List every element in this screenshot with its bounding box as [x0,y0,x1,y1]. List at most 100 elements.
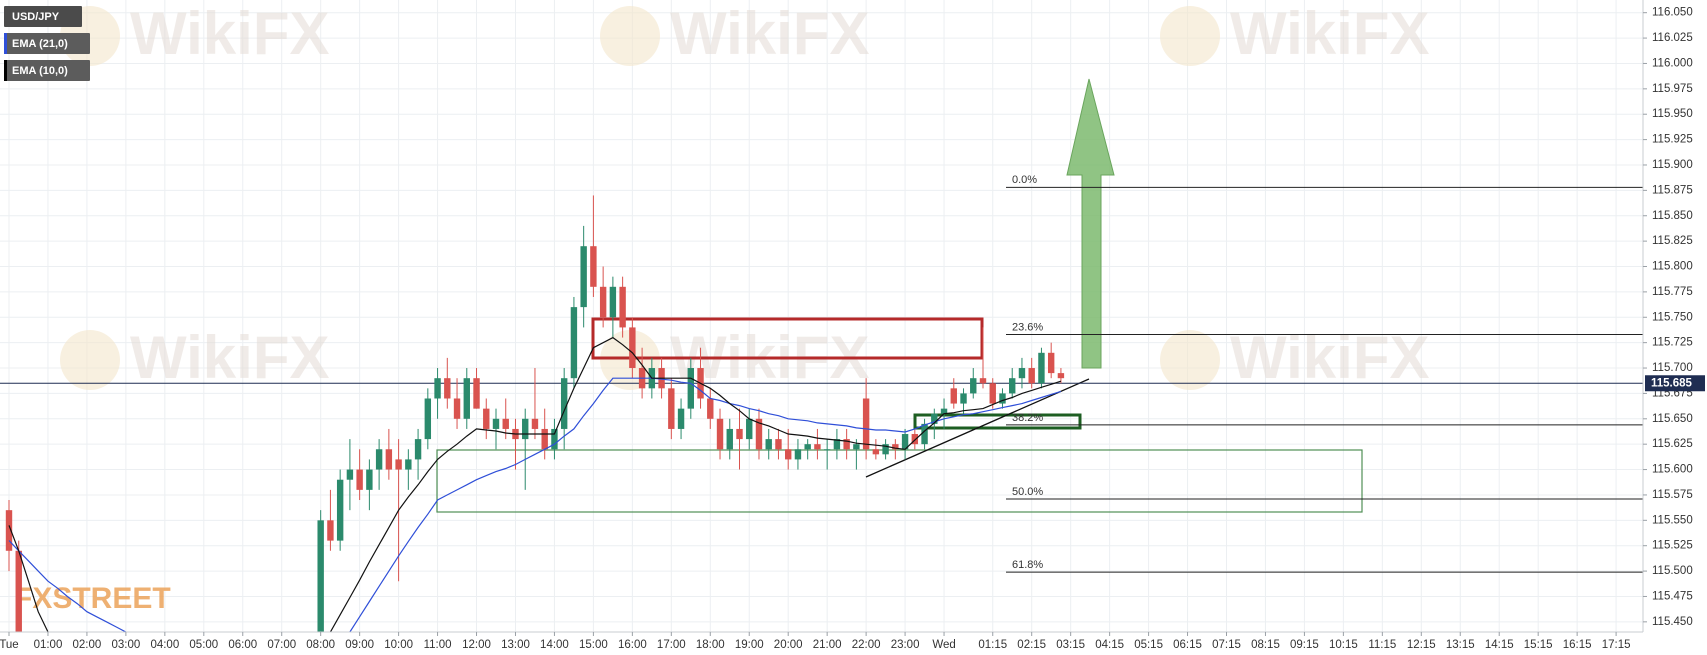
candle-body [405,459,412,470]
y-tick-label: 115.625 [1652,438,1693,450]
up-arrow [1066,78,1115,369]
candle-body [336,479,344,541]
x-tick-label: 05:15 [1134,639,1163,651]
x-tick-label: 21:00 [813,639,842,651]
x-tick-label: 07:00 [267,639,296,651]
x-tick-label: 03:15 [1056,639,1085,651]
candle-body [707,398,714,419]
x-tick-label: 15:00 [579,639,608,651]
fib-label: 61.8% [1012,559,1043,571]
candle-body [1028,368,1035,384]
annotations [436,78,1363,513]
y-tick-label: 115.800 [1652,261,1693,273]
y-tick-label: 115.950 [1652,108,1693,120]
candle-body [921,423,928,445]
last-price-label: 115.685 [1651,377,1693,389]
x-tick-label: 06:00 [228,639,257,651]
candle-body [775,439,782,450]
candle-body [599,286,607,318]
x-tick-label: 15:15 [1524,639,1553,651]
y-tick-label: 116.050 [1652,7,1693,19]
candle-body [833,439,841,450]
breakout-zone [913,413,1082,430]
x-tick-label: Wed [932,639,955,651]
y-tick-label: 115.775 [1652,286,1693,298]
legend: USD/JPY EMA (21,0) EMA (10,0) [4,6,90,81]
candle-body [502,418,509,429]
candle-body [619,286,626,328]
candle-body [453,398,461,419]
legend-label: EMA (10,0) [12,65,68,77]
x-tick-label: 16:00 [618,639,647,651]
x-tick-label: 18:00 [696,639,725,651]
candle-body [940,408,948,414]
x-tick-label: 01:00 [34,639,63,651]
x-tick-label: 08:00 [306,639,335,651]
y-tick-label: 115.825 [1652,235,1693,247]
candle-body [327,520,334,541]
x-tick-label: 13:00 [501,639,530,651]
candle-body [5,510,13,551]
x-tick-label: 03:00 [111,639,140,651]
candle-body [444,378,451,399]
x-tick-label: 01:15 [978,639,1007,651]
x-tick-label: 17:00 [657,639,686,651]
candle-body [531,418,539,429]
x-tick-label: 05:00 [189,639,218,651]
candle-body [560,378,568,429]
watermark: WikiFX [130,0,329,67]
candle-body [843,439,850,450]
candle-body [755,418,763,450]
x-tick-label: 17:15 [1602,639,1631,651]
candle-body [911,434,919,445]
candle-body [765,439,772,450]
x-tick-label: 04:15 [1095,639,1124,651]
candle-body [882,444,889,455]
candle-body [1018,368,1026,379]
y-tick-label: 115.850 [1652,210,1693,222]
candle-body [872,449,880,455]
x-tick-label: 08:15 [1251,639,1280,651]
y-tick-label: 115.700 [1652,362,1693,374]
candle-body [950,388,957,404]
candle-body [794,449,802,460]
fib-label: 50.0% [1012,486,1043,498]
ema-line [8,377,1062,632]
candle-body [814,444,821,450]
watermark: WikiFX [130,324,329,391]
y-tick-label: 115.650 [1652,413,1693,425]
candle-body [15,550,22,632]
candle-body [483,408,490,429]
x-tick-label: 13:15 [1446,639,1475,651]
candle-body [726,428,733,450]
y-tick-label: 115.975 [1652,83,1693,95]
candle-body [414,439,422,460]
y-tick-label: 115.550 [1652,514,1693,526]
legend-label: USD/JPY [12,11,60,23]
x-tick-label: 16:15 [1563,639,1592,651]
candle-body [346,469,354,480]
x-tick-label: Tue [0,639,19,651]
y-tick-label: 115.900 [1652,159,1693,171]
y-tick-label: 115.575 [1652,489,1693,501]
candle-body [522,418,529,440]
candle-body [580,246,587,308]
x-tick-label: 12:15 [1407,639,1436,651]
candle-body [1009,378,1016,394]
y-tick-label: 116.025 [1652,32,1693,44]
x-tick-label: 10:15 [1329,639,1358,651]
candle-body [989,383,996,404]
axes: 115.450 115.475 115.500 115.525 115.550 115.5… [0,7,1705,651]
x-tick-label: 11:15 [1368,639,1396,651]
y-tick-label: 115.875 [1652,184,1693,196]
candle-body [979,378,987,384]
x-tick-label: 02:15 [1017,639,1046,651]
candle-body [862,398,870,450]
x-tick-label: 09:00 [345,639,374,651]
watermark: WikiFX [1230,324,1429,391]
candle-body [687,368,694,409]
x-tick-label: 07:15 [1212,639,1241,651]
candle-body [317,520,324,632]
